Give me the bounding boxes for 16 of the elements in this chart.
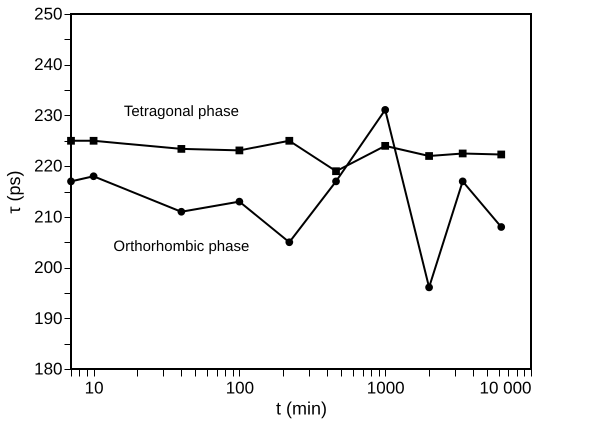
series-label: Orthorhombic phase	[113, 238, 250, 255]
y-tick-label: 240	[34, 55, 62, 74]
y-axis-title: τ (ps)	[4, 170, 24, 214]
x-tick-label: 100	[226, 378, 254, 398]
y-tick-label: 190	[34, 308, 62, 328]
y-tick-label: 180	[34, 360, 62, 378]
x-tick-label: 10	[84, 378, 104, 398]
y-tick-label: 230	[34, 106, 62, 125]
x-axis-title: t (min)	[276, 398, 327, 418]
y-tick-label: 250	[34, 4, 62, 24]
y-tick-label: 220	[34, 156, 62, 176]
x-tick-label: 1000	[366, 378, 405, 398]
y-tick-label: 210	[34, 207, 62, 226]
y-tick-label: 200	[34, 258, 62, 278]
x-tick-label: 10 000	[480, 378, 532, 398]
series-label: Tetragonal phase	[124, 102, 239, 120]
